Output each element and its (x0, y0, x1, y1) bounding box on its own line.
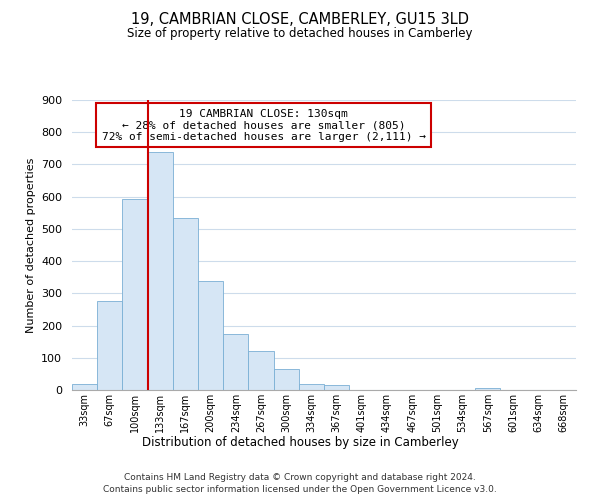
Text: Contains public sector information licensed under the Open Government Licence v3: Contains public sector information licen… (103, 486, 497, 494)
Bar (274, 369, 299, 390)
Text: Contains HM Land Registry data © Crown copyright and database right 2024.: Contains HM Land Registry data © Crown c… (124, 473, 476, 482)
Bar (223, 334, 248, 390)
Bar (148, 152, 173, 390)
Bar (299, 384, 324, 390)
Bar (324, 385, 349, 390)
Text: Distribution of detached houses by size in Camberley: Distribution of detached houses by size … (142, 436, 458, 449)
Y-axis label: Number of detached properties: Number of detached properties (26, 158, 35, 332)
Bar (122, 199, 148, 390)
Bar (198, 281, 223, 390)
Bar (97, 302, 122, 390)
Bar (72, 384, 97, 390)
Text: 19, CAMBRIAN CLOSE, CAMBERLEY, GU15 3LD: 19, CAMBRIAN CLOSE, CAMBERLEY, GU15 3LD (131, 12, 469, 28)
Text: Size of property relative to detached houses in Camberley: Size of property relative to detached ho… (127, 28, 473, 40)
Bar (248, 352, 274, 390)
Bar (475, 388, 500, 390)
Bar (173, 218, 198, 390)
Text: 19 CAMBRIAN CLOSE: 130sqm
← 28% of detached houses are smaller (805)
72% of semi: 19 CAMBRIAN CLOSE: 130sqm ← 28% of detac… (101, 108, 425, 142)
